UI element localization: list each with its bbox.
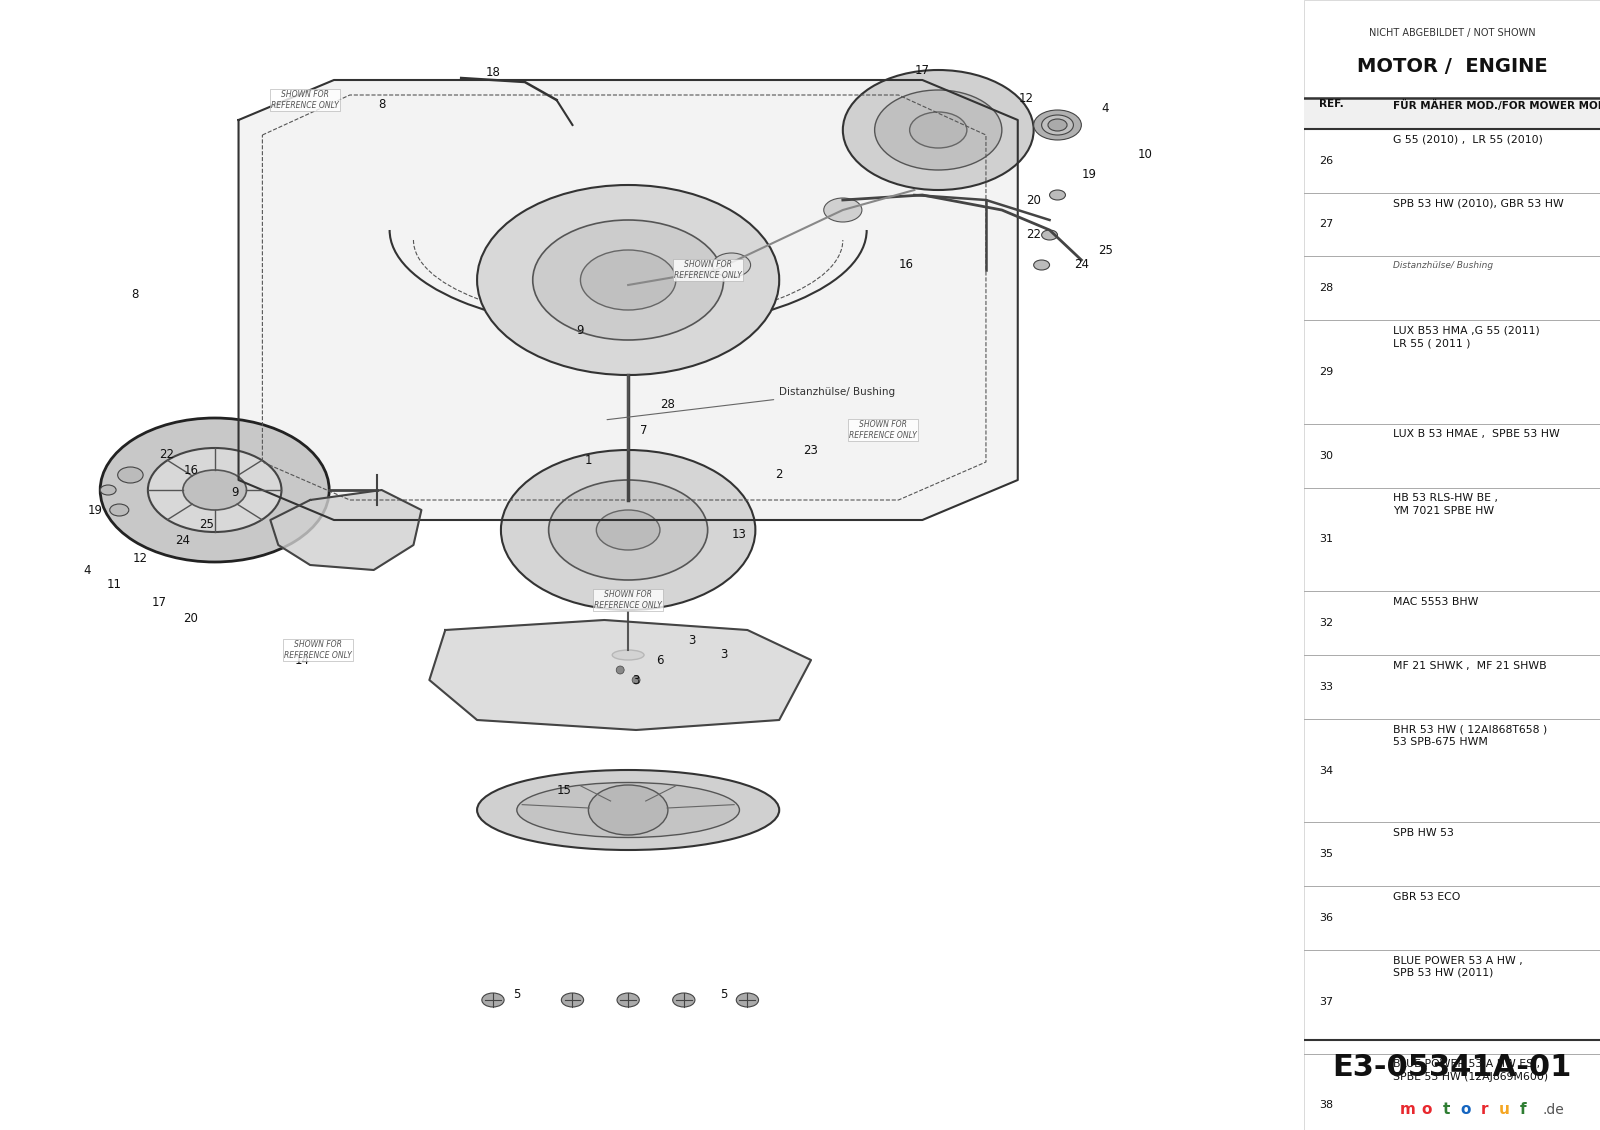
Text: 38: 38 [1318,1101,1333,1111]
Circle shape [101,485,117,495]
Text: 3: 3 [720,649,728,661]
Text: 11: 11 [107,579,122,591]
Circle shape [618,993,640,1007]
Text: BLUE POWER 53 A HW ES ,
SPBE 53 HW (12AJ869M600): BLUE POWER 53 A HW ES , SPBE 53 HW (12AJ… [1392,1059,1547,1081]
Circle shape [1042,115,1074,134]
Text: 6: 6 [656,653,664,667]
Polygon shape [238,80,1018,520]
Text: Distanzhülse/ Bushing: Distanzhülse/ Bushing [606,386,896,419]
Text: 9: 9 [576,323,584,337]
Circle shape [712,253,750,277]
Text: 19: 19 [1082,168,1098,182]
Circle shape [672,993,694,1007]
Text: 8: 8 [131,288,139,302]
Text: LUX B 53 HMAE ,  SPBE 53 HW: LUX B 53 HMAE , SPBE 53 HW [1392,429,1560,440]
Text: 19: 19 [88,504,102,516]
Circle shape [824,198,862,221]
Circle shape [147,447,282,532]
Text: 16: 16 [184,463,198,477]
Circle shape [1034,260,1050,270]
Text: o: o [1422,1102,1432,1118]
Text: FÜR MÄHER MOD./FOR MOWER MOD.: FÜR MÄHER MOD./FOR MOWER MOD. [1392,99,1600,111]
Text: 5: 5 [514,989,520,1001]
Text: MAC 5553 BHW: MAC 5553 BHW [1392,597,1478,607]
Text: SHOWN FOR
REFERENCE ONLY: SHOWN FOR REFERENCE ONLY [674,260,741,280]
Text: MOTOR /  ENGINE: MOTOR / ENGINE [1357,56,1547,76]
Text: 3: 3 [688,634,696,646]
Circle shape [843,70,1034,190]
Circle shape [597,510,659,550]
Text: t: t [1442,1102,1450,1118]
Text: GBR 53 ECO: GBR 53 ECO [1392,892,1461,902]
Text: SHOWN FOR
REFERENCE ONLY: SHOWN FOR REFERENCE ONLY [848,420,917,440]
Circle shape [182,470,246,510]
Text: 14: 14 [294,653,310,667]
Text: SHOWN FOR
REFERENCE ONLY: SHOWN FOR REFERENCE ONLY [272,90,339,110]
Circle shape [549,480,707,580]
Text: 22: 22 [1026,228,1042,242]
Text: BHR 53 HW ( 12AI868T658 )
53 SPB-675 HWM: BHR 53 HW ( 12AI868T658 ) 53 SPB-675 HWM [1392,724,1547,747]
Text: 15: 15 [557,783,571,797]
Bar [1304,97,1600,129]
Text: f: f [1520,1102,1526,1118]
Text: 35: 35 [1318,850,1333,859]
Text: G 55 (2010) ,  LR 55 (2010): G 55 (2010) , LR 55 (2010) [1392,134,1542,145]
Text: SPB HW 53: SPB HW 53 [1392,828,1454,838]
Circle shape [910,112,966,148]
Ellipse shape [616,666,624,673]
Text: 22: 22 [160,449,174,461]
Text: 4: 4 [1101,102,1109,114]
Circle shape [736,993,758,1007]
Text: 24: 24 [1074,259,1090,271]
Text: 16: 16 [899,259,914,271]
Text: SHOWN FOR
REFERENCE ONLY: SHOWN FOR REFERENCE ONLY [594,590,662,610]
Text: E3-05341A-01: E3-05341A-01 [1333,1053,1571,1083]
Circle shape [482,993,504,1007]
Text: 36: 36 [1318,913,1333,923]
Text: m: m [1400,1102,1416,1118]
Text: MF 21 SHWK ,  MF 21 SHWB: MF 21 SHWK , MF 21 SHWB [1392,661,1547,670]
Text: BLUE POWER 53 A HW ,
SPB 53 HW (2011): BLUE POWER 53 A HW , SPB 53 HW (2011) [1392,956,1523,977]
Text: 29: 29 [1318,367,1333,377]
Circle shape [875,90,1002,170]
Circle shape [589,785,667,835]
Circle shape [1042,231,1058,240]
Text: 2: 2 [776,469,782,481]
Text: 33: 33 [1318,681,1333,692]
Text: 30: 30 [1318,451,1333,461]
Text: 24: 24 [176,533,190,547]
Text: SPB 53 HW (2010), GBR 53 HW: SPB 53 HW (2010), GBR 53 HW [1392,198,1563,208]
Text: 32: 32 [1318,618,1333,628]
Text: 5: 5 [720,989,728,1001]
Circle shape [581,250,675,310]
Text: 27: 27 [1318,219,1333,229]
Text: 1: 1 [584,453,592,467]
Ellipse shape [477,770,779,850]
Polygon shape [270,490,421,570]
Circle shape [501,450,755,610]
Text: 17: 17 [152,596,166,608]
Text: 12: 12 [1018,92,1034,104]
Text: 12: 12 [133,551,147,565]
Text: u: u [1498,1102,1509,1118]
Polygon shape [429,620,811,730]
Text: 3: 3 [632,673,640,687]
Ellipse shape [632,676,640,684]
Text: 7: 7 [640,424,648,436]
Text: 8: 8 [378,98,386,112]
Text: 23: 23 [803,443,819,457]
Text: LUX B53 HMA ,G 55 (2011)
LR 55 ( 2011 ): LUX B53 HMA ,G 55 (2011) LR 55 ( 2011 ) [1392,325,1539,348]
Circle shape [477,185,779,375]
Text: o: o [1461,1102,1470,1118]
Text: 9: 9 [232,486,238,498]
Text: HB 53 RLS-HW BE ,
YM 7021 SPBE HW: HB 53 RLS-HW BE , YM 7021 SPBE HW [1392,493,1498,515]
Circle shape [1034,110,1082,140]
Text: 34: 34 [1318,765,1333,775]
Text: 26: 26 [1318,156,1333,166]
Text: NICHT ABGEBILDET / NOT SHOWN: NICHT ABGEBILDET / NOT SHOWN [1368,28,1536,38]
Circle shape [1050,190,1066,200]
Text: 13: 13 [733,529,747,541]
Text: 17: 17 [915,63,930,77]
Text: SHOWN FOR
REFERENCE ONLY: SHOWN FOR REFERENCE ONLY [285,641,352,660]
Ellipse shape [517,782,739,837]
